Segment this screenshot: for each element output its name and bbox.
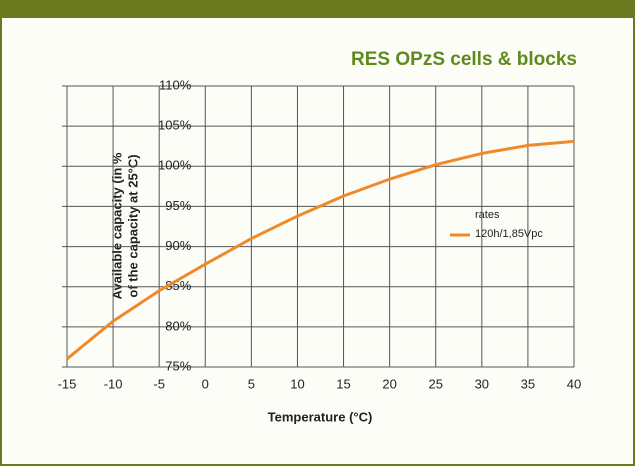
y-tick-label: 100%: [158, 158, 192, 173]
top-bar: [0, 0, 635, 18]
x-tick-label: 35: [521, 376, 535, 391]
x-tick-label: 15: [336, 376, 350, 391]
y-tick-label: 80%: [165, 318, 191, 333]
x-tick-label: -15: [58, 376, 77, 391]
data-line: [66, 139, 575, 361]
x-tick-label: 10: [290, 376, 304, 391]
y-tick-label: 105%: [158, 118, 192, 133]
y-tick-label: 110%: [159, 77, 192, 92]
y-tick-label: 95%: [165, 198, 191, 213]
chart-title: RES OPzS cells & blocks: [351, 49, 577, 70]
x-tick-label: 5: [248, 376, 255, 391]
x-tick-label: 0: [202, 376, 209, 391]
x-tick-label: 30: [475, 376, 489, 391]
x-tick-label: 40: [567, 376, 581, 391]
legend-label: 120h/1,85Vpc: [475, 228, 543, 240]
y-tick-label: 90%: [165, 238, 191, 253]
y-tick-label: 75%: [165, 358, 191, 373]
x-tick-label: -5: [153, 376, 165, 391]
y-axis-title: Available capacity (in % of the capacity…: [109, 152, 140, 299]
legend-title: rates: [475, 209, 500, 221]
x-tick-label: -10: [104, 376, 123, 391]
y-axis-title-line: Available capacity (in %: [109, 152, 124, 299]
x-tick-label: 20: [382, 376, 396, 391]
x-axis-title: Temperature (°C): [268, 409, 373, 424]
y-axis-title-line: of the capacity at 25°C): [125, 154, 140, 297]
x-tick-label: 25: [428, 376, 442, 391]
